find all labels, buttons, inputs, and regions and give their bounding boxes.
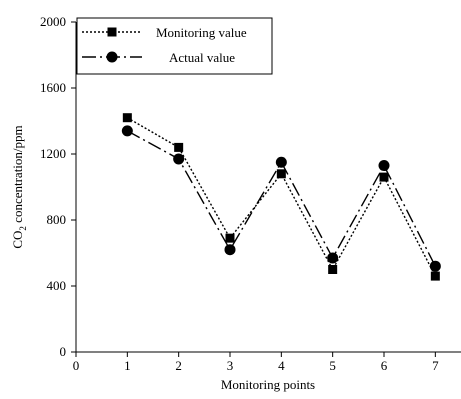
series-monitoring	[122, 113, 440, 281]
data-point	[224, 244, 236, 256]
data-point	[122, 113, 132, 123]
data-point	[173, 153, 185, 165]
legend-marker	[107, 27, 117, 37]
data-point	[430, 271, 440, 281]
data-point	[174, 142, 184, 152]
y-tick-label: 1600	[40, 80, 66, 95]
legend-marker	[106, 51, 118, 63]
series-line	[126, 117, 436, 277]
legend-label: Monitoring value	[156, 25, 247, 40]
x-tick-label: 5	[329, 358, 336, 373]
data-point	[328, 265, 338, 274]
y-tick-label: 400	[47, 278, 67, 293]
legend-box	[76, 17, 273, 75]
y-axis-title: CO2 concentration/ppm	[10, 125, 28, 248]
series-line	[126, 130, 436, 267]
x-tick-label: 3	[227, 358, 234, 373]
x-axis-title: Monitoring points	[221, 377, 315, 392]
x-tick-label: 1	[124, 358, 131, 373]
y-tick-label: 1200	[40, 146, 66, 161]
x-tick-label: 6	[381, 358, 388, 373]
data-point	[429, 260, 441, 272]
x-tick-label: 7	[432, 358, 439, 373]
data-point	[327, 252, 339, 264]
legend: Monitoring value Actual value	[76, 17, 273, 75]
data-point	[121, 125, 133, 137]
y-tick-label: 0	[60, 344, 67, 359]
data-point	[276, 169, 286, 179]
y-tick-label: 800	[47, 212, 67, 227]
axes: 0 1 2 3 4 5 6 7 0 400 800 1200 1600 2000 CO2 concentra…	[10, 14, 461, 373]
data-point	[379, 172, 389, 182]
data-point	[378, 160, 390, 172]
legend-label: Actual value	[169, 50, 235, 65]
series-actual	[121, 125, 441, 272]
data-point	[225, 233, 235, 243]
data-point	[275, 156, 287, 168]
x-tick-label: 4	[278, 358, 285, 373]
y-tick-label: 2000	[40, 14, 66, 29]
x-tick-label: 2	[175, 358, 182, 373]
series-layer	[121, 113, 441, 281]
x-tick-label: 0	[73, 358, 80, 373]
